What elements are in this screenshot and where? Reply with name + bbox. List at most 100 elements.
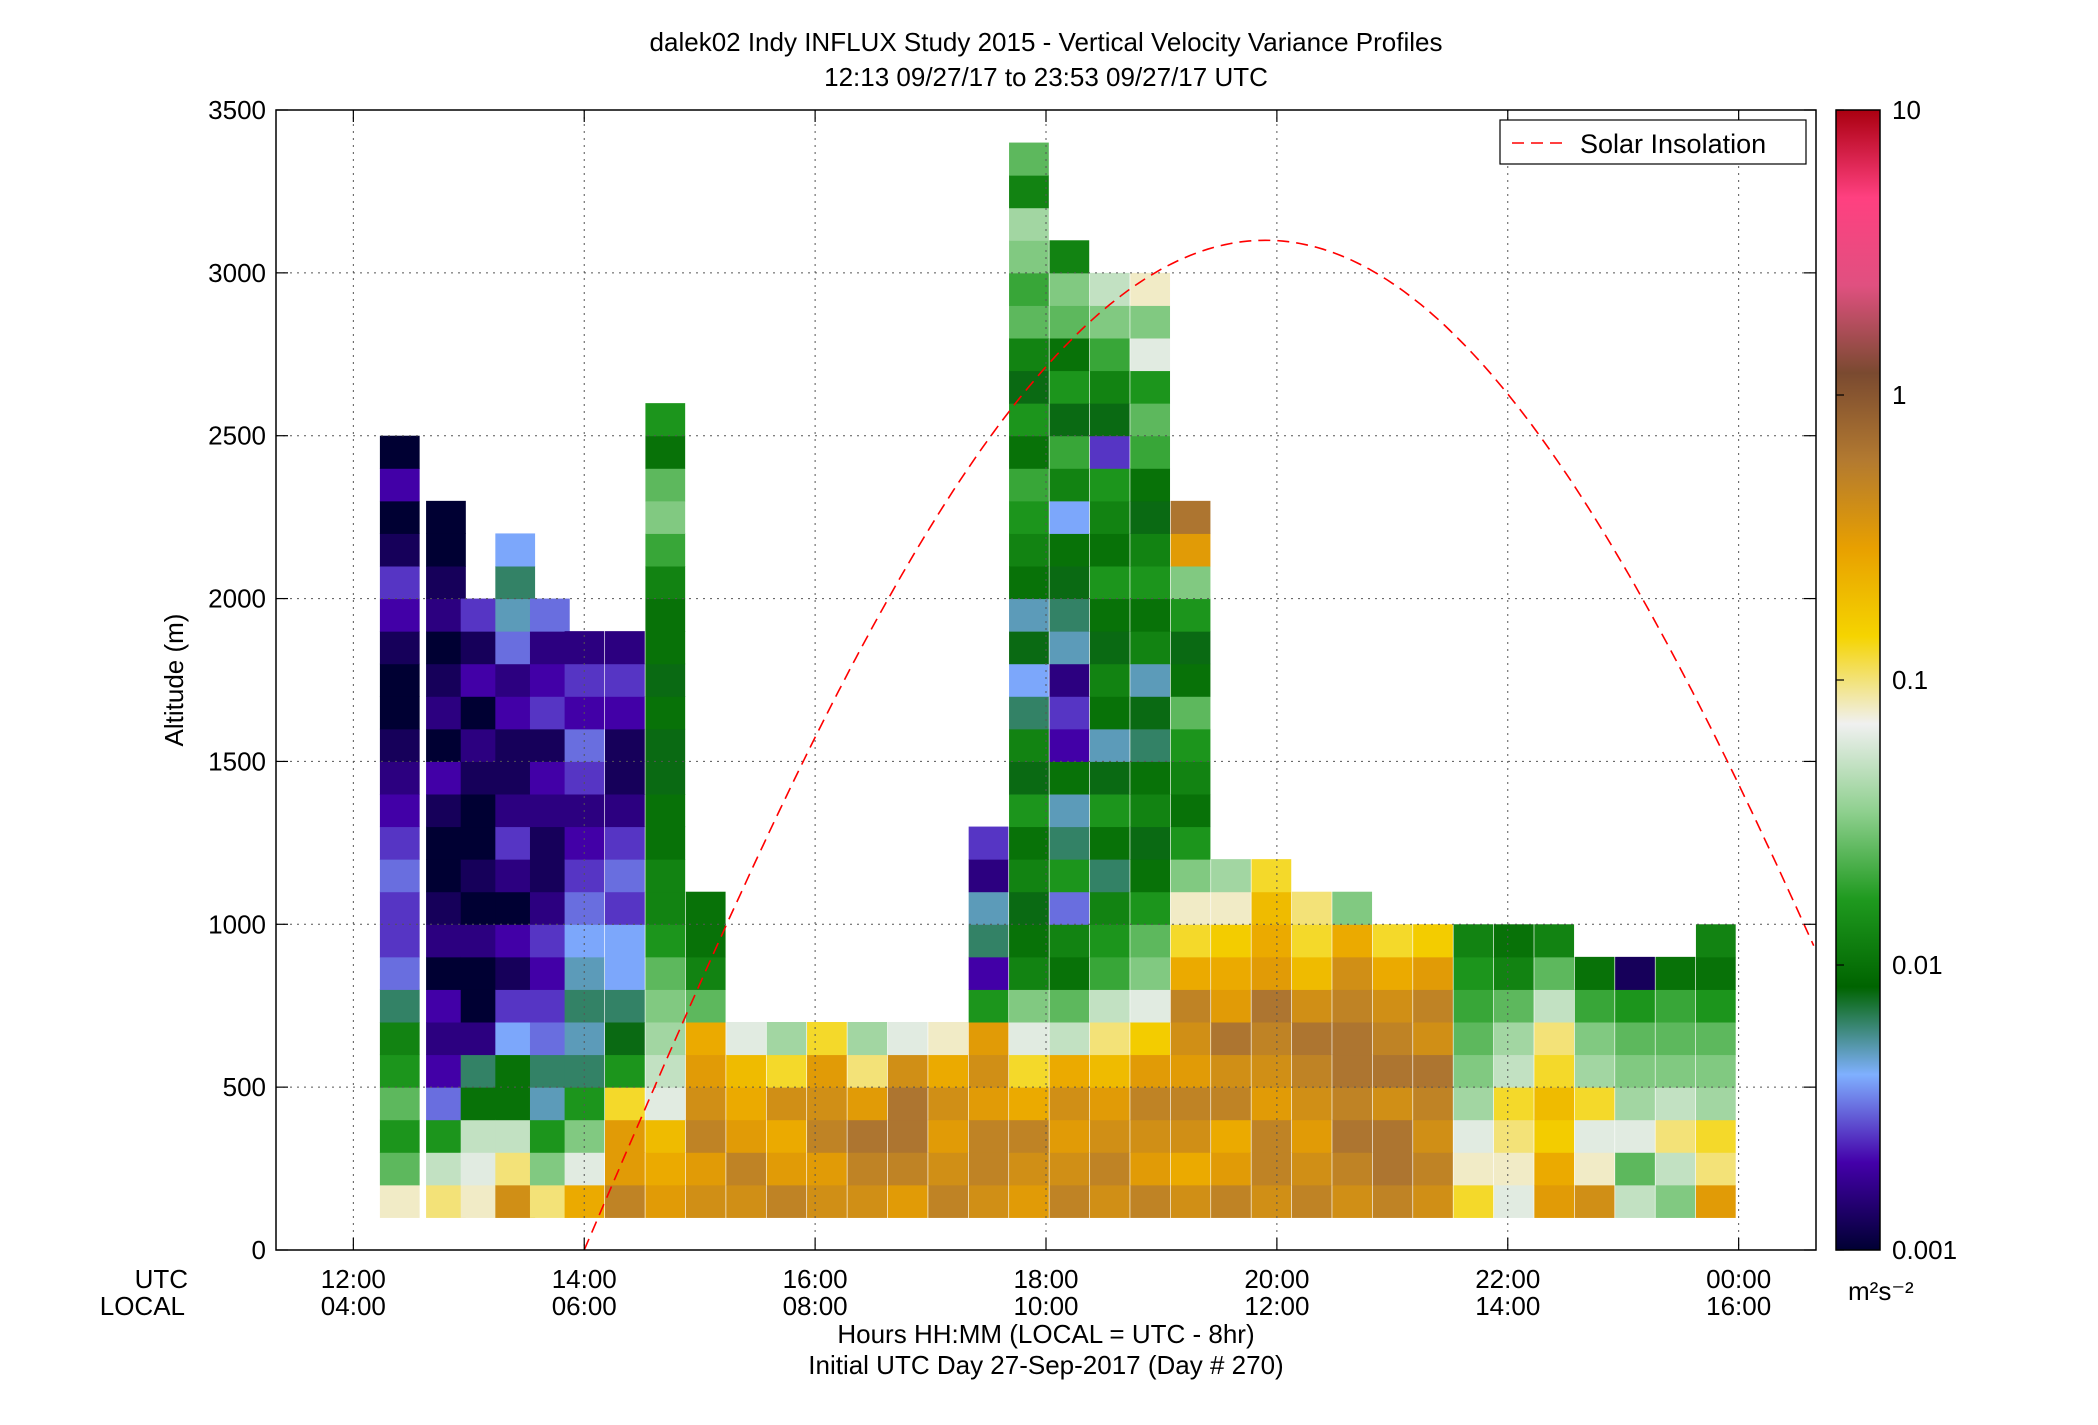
heatmap-cell [1615,1054,1655,1088]
y-axis-label: Altitude (m) [159,614,189,747]
heatmap-cell [1009,1152,1049,1186]
heatmap-cell [1049,500,1090,534]
heatmap-cell [1130,598,1171,632]
heatmap-cell [645,794,686,828]
heatmap-cell [1130,1152,1171,1186]
heatmap-cell [1170,696,1211,730]
heatmap-cell [685,989,726,1023]
heatmap-cell [495,761,536,795]
heatmap-cell [379,891,420,925]
heatmap-cell [529,1087,570,1121]
heatmap-cell [1130,989,1171,1023]
heatmap-cell [1615,1184,1655,1218]
heatmap-cell [1453,956,1494,990]
heatmap-cell [1049,728,1090,762]
heatmap-cell [1009,989,1049,1023]
heatmap-cell [1009,500,1049,534]
heatmap-cell [1089,1022,1130,1056]
heatmap-cell [1332,1087,1373,1121]
heatmap-cell [1130,631,1171,665]
heatmap-cell [564,859,605,893]
heatmap-cell [645,761,686,795]
heatmap-cell [1049,435,1090,469]
heatmap-cell [529,598,570,632]
heatmap-cell [1574,1054,1615,1088]
heatmap-cell [1655,1152,1696,1186]
heatmap-cell [847,1087,888,1121]
heatmap-cell [460,761,501,795]
heatmap-cell [645,663,686,697]
heatmap-cell [1534,1087,1575,1121]
y-tick-label: 2000 [208,584,266,614]
heatmap-cell [1170,631,1211,665]
heatmap-cell [807,1022,847,1056]
heatmap-cell [460,826,501,860]
heatmap-cell [529,663,570,697]
heatmap-cell [766,1022,807,1056]
heatmap-cell [1089,1087,1130,1121]
heatmap-cell [1695,1184,1736,1218]
heatmap-cell [1089,696,1130,730]
heatmap-cell [1009,305,1049,339]
heatmap-cell [605,1184,645,1218]
heatmap-cell [426,761,466,795]
heatmap-cell [1130,956,1171,990]
heatmap-cell [807,1184,847,1218]
y-tick-label: 500 [223,1072,266,1102]
heatmap-cell [529,696,570,730]
heatmap-cell [564,989,605,1023]
solar-insolation-curve [583,239,1815,1250]
heatmap-cell [1413,1022,1453,1056]
x-row-label-utc: UTC [135,1264,188,1294]
heatmap-cell [1615,1087,1655,1121]
heatmap-cell [968,826,1009,860]
heatmap-cell [379,728,420,762]
heatmap-cell [1170,728,1211,762]
heatmap-cell [1089,761,1130,795]
heatmap-cell [1170,500,1211,534]
x-tick-label-utc: 00:00 [1706,1264,1771,1294]
heatmap-cell [887,1054,928,1088]
heatmap-cell [1615,1119,1655,1153]
heatmap-cell [1251,891,1292,925]
heatmap-cell [887,1119,928,1153]
heatmap-cell [1089,956,1130,990]
heatmap-cell [495,859,536,893]
x-tick-label-local: 12:00 [1244,1291,1309,1321]
heatmap-cell [1534,1152,1575,1186]
heatmap-cell [460,956,501,990]
heatmap-cell [1009,826,1049,860]
heatmap-cell [1695,924,1736,958]
heatmap-cell [426,859,466,893]
x-axis-label: Hours HH:MM (LOCAL = UTC - 8hr) [837,1319,1254,1349]
heatmap-cell [1211,1119,1251,1153]
heatmap-cell [645,468,686,502]
heatmap-cell [645,1119,686,1153]
heatmap-cell [928,1087,968,1121]
heatmap-cell [1493,1054,1534,1088]
x-tick-label-local: 04:00 [321,1291,386,1321]
heatmap-cell [1655,989,1696,1023]
heatmap-cell [1211,891,1251,925]
heatmap-cell [645,1087,686,1121]
heatmap-cell [1049,1022,1090,1056]
heatmap-cell [426,1022,466,1056]
heatmap-cell [1130,924,1171,958]
heatmap-cell [887,1022,928,1056]
heatmap-cell [379,826,420,860]
heatmap-cell [1453,1152,1494,1186]
heatmap-cell [1130,1184,1171,1218]
heatmap-cell [1049,859,1090,893]
x-tick-label-local: 14:00 [1475,1291,1540,1321]
heatmap-cell [1413,956,1453,990]
heatmap-cell [460,989,501,1023]
heatmap-cell [379,956,420,990]
heatmap-cell [1049,338,1090,372]
heatmap-cell [1291,924,1332,958]
heatmap-cell [1049,1152,1090,1186]
heatmap-cell [426,891,466,925]
heatmap-cell [1372,1054,1413,1088]
heatmap-cell [1049,956,1090,990]
heatmap-cell [645,1184,686,1218]
